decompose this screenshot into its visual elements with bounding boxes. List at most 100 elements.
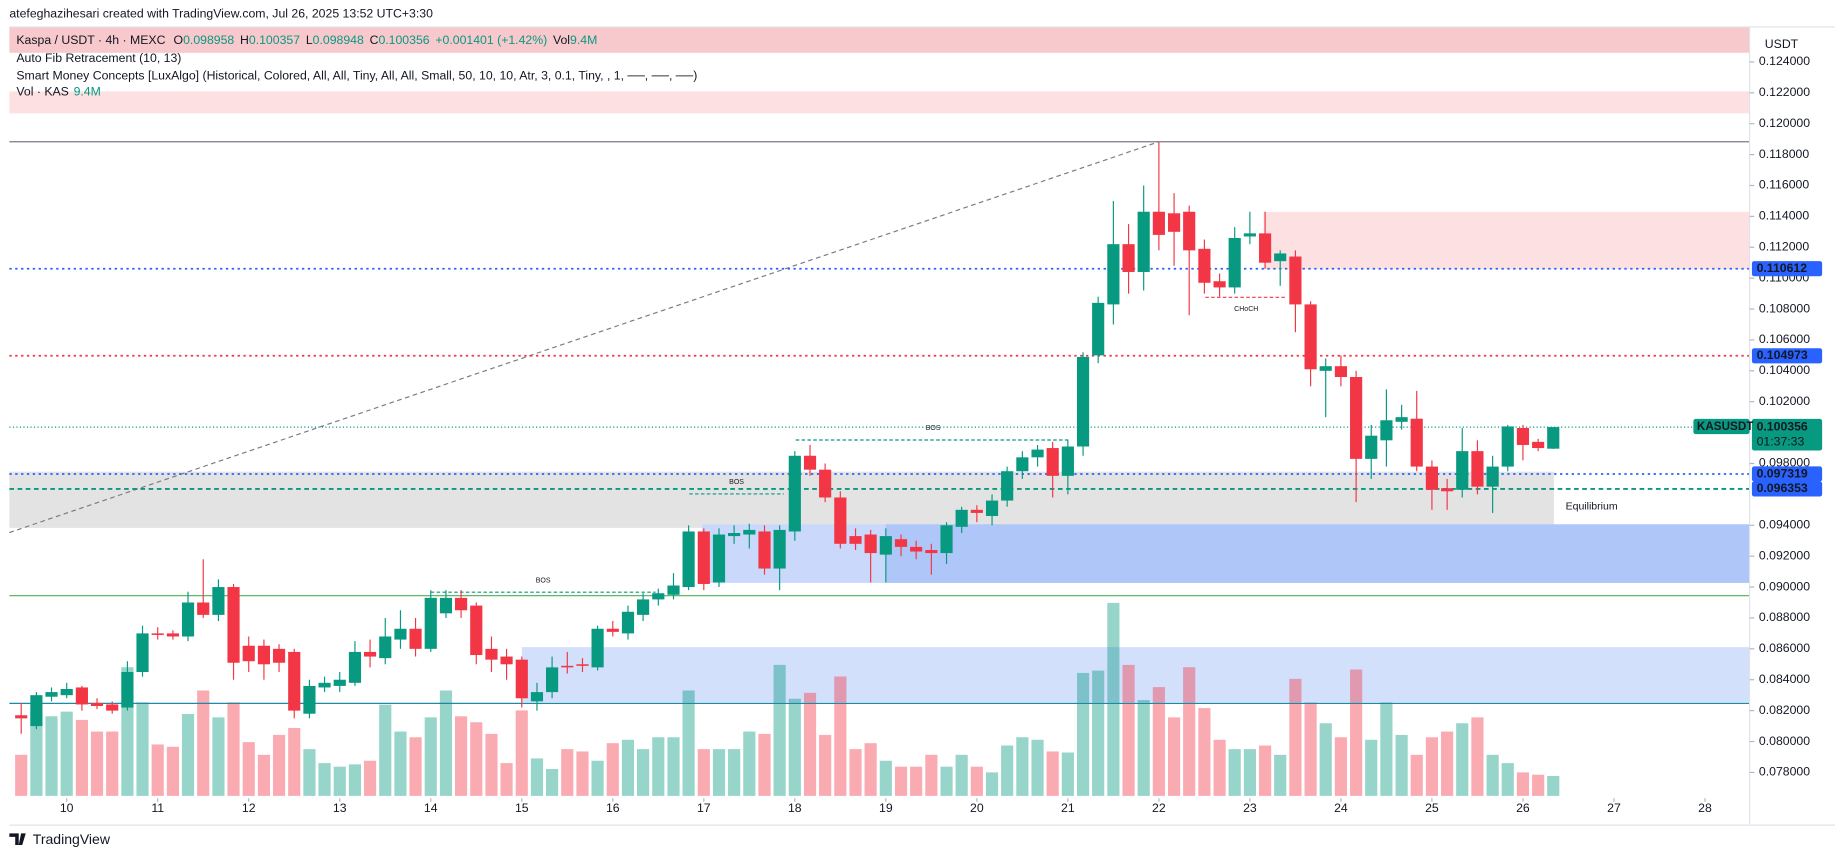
candle-body (1076, 356, 1090, 447)
volume-bar (45, 716, 58, 796)
candle-body (1547, 427, 1560, 449)
y-tick-label: 0.102000 (1759, 394, 1810, 408)
volume-legend: Vol · KAS 9.4M (16, 85, 100, 99)
volume-bar (940, 766, 953, 796)
volume-bar (106, 731, 119, 796)
candle-body (1410, 418, 1423, 467)
volume-bar (424, 717, 437, 796)
candle-body (728, 533, 741, 537)
candle-body (485, 648, 498, 660)
candle-body (530, 692, 544, 702)
structure-label: BOS (729, 479, 744, 486)
volume-bar (303, 749, 316, 796)
candle-body (439, 597, 453, 614)
volume-bar (333, 766, 346, 796)
volume-bar (1516, 772, 1530, 796)
volume-bar (1152, 687, 1165, 796)
x-tick-label: 18 (788, 801, 802, 815)
volume-bar (652, 737, 665, 796)
x-tick-label: 22 (1152, 801, 1166, 815)
x-tick-label: 16 (606, 801, 620, 815)
symbol: Kaspa / USDT · 4h · MEXC (16, 33, 165, 47)
y-tick-label: 0.112000 (1759, 240, 1809, 254)
indicator: Smart Money Concepts [LuxAlgo] (Historic… (16, 68, 697, 82)
vol-name: Vol · KAS (16, 85, 69, 99)
volume-bar (1243, 749, 1256, 796)
candle-body (1425, 466, 1439, 490)
candle-body (803, 455, 817, 470)
y-tick-label: 0.090000 (1759, 579, 1810, 593)
candle-body (409, 628, 422, 649)
y-tick-label: 0.082000 (1759, 703, 1810, 717)
candle-body (621, 611, 635, 634)
volume-bar (1122, 664, 1135, 796)
volume-bar (348, 764, 362, 796)
x-tick-label: 23 (1243, 801, 1257, 815)
candle-body (1274, 253, 1287, 262)
candle-body (1152, 211, 1165, 235)
change: +0.001401 (+1.42%) (435, 33, 547, 47)
volume-bar (606, 743, 619, 796)
volume-bar (181, 713, 195, 796)
candle-body (1395, 417, 1408, 422)
y-tick-label: 0.088000 (1759, 610, 1810, 624)
zone (521, 647, 1750, 703)
volume-bar (879, 760, 892, 796)
volume-bar (1425, 737, 1439, 796)
volume-bar (1334, 737, 1347, 796)
y-tick-label: 0.118000 (1759, 147, 1809, 161)
volume-bar (1061, 752, 1074, 796)
candle-body (1137, 211, 1150, 272)
volume-bar (910, 766, 923, 796)
volume-bar (151, 744, 164, 796)
volume-bar (849, 749, 862, 796)
candle-body (454, 597, 468, 611)
candle-body (576, 664, 589, 666)
volume-bar (90, 731, 104, 796)
volume-bar (394, 731, 407, 796)
volume-bar (1380, 702, 1393, 796)
volume-bar (1547, 775, 1560, 796)
volume-bar (621, 739, 635, 796)
x-tick-label: 13 (333, 801, 347, 815)
candle-body (1198, 248, 1211, 283)
y-tick-label: 0.122000 (1759, 85, 1810, 99)
x-tick-label: 15 (515, 801, 529, 815)
candle-body (637, 599, 650, 615)
level-label: 0.097319 (1757, 466, 1808, 480)
volume-bar (1198, 708, 1211, 796)
volume-bar (1501, 763, 1514, 796)
volume-bar (1168, 717, 1181, 796)
candle-body (652, 593, 665, 600)
level-tag (1751, 348, 1823, 364)
candle-body (546, 667, 559, 693)
candle-body (1532, 441, 1545, 449)
h-label: H (240, 33, 249, 47)
x-tick-label: 26 (1516, 801, 1530, 815)
volume-bar (1289, 678, 1302, 796)
candle-body (955, 509, 968, 527)
candle-body (606, 628, 619, 632)
vol-label: Vol (553, 33, 570, 47)
candle-body (60, 689, 73, 696)
volume-bar (1395, 734, 1408, 796)
y-tick-label: 0.098000 (1759, 456, 1810, 470)
candle-body (227, 587, 240, 663)
volume-bar (773, 664, 786, 796)
candle-body (1350, 377, 1363, 459)
volume-bar (227, 702, 240, 796)
candle-body (348, 651, 362, 683)
volume-bar (1441, 731, 1454, 796)
candle-body (985, 500, 999, 517)
candle-body (197, 602, 210, 615)
candle-body (45, 692, 58, 697)
x-tick-label: 25 (1425, 801, 1439, 815)
candle-body (667, 585, 680, 595)
x-tick-label: 21 (1061, 801, 1075, 815)
y-tick-label: 0.086000 (1759, 641, 1810, 655)
level-label: 0.104973 (1757, 348, 1808, 362)
candle-body (288, 651, 301, 711)
volume-bar (1001, 745, 1014, 796)
